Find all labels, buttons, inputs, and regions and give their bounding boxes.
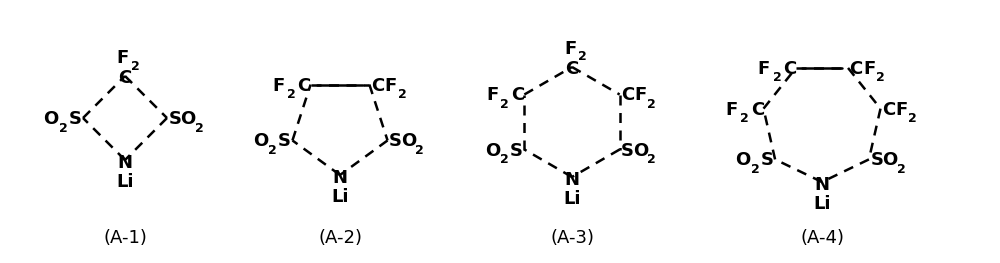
Text: F: F — [117, 49, 129, 67]
Text: 2: 2 — [268, 144, 277, 157]
Text: S: S — [389, 133, 402, 150]
Text: 2: 2 — [908, 112, 917, 125]
Text: F: F — [564, 40, 576, 58]
Text: O: O — [401, 133, 416, 150]
Text: N: N — [564, 171, 580, 189]
Text: F: F — [895, 101, 908, 119]
Text: 2: 2 — [500, 98, 509, 111]
Text: 2: 2 — [415, 144, 424, 157]
Text: 2: 2 — [740, 112, 749, 125]
Text: 2: 2 — [647, 153, 656, 166]
Text: F: F — [758, 60, 770, 78]
Text: 2: 2 — [500, 153, 509, 166]
Text: C: C — [751, 101, 764, 119]
Text: F: F — [725, 101, 738, 119]
Text: O: O — [633, 141, 648, 159]
Text: O: O — [485, 141, 500, 159]
Text: F: F — [486, 87, 498, 104]
Text: 2: 2 — [773, 72, 781, 84]
Text: N: N — [118, 154, 132, 172]
Text: C: C — [882, 101, 895, 119]
Text: 2: 2 — [876, 72, 884, 84]
Text: O: O — [180, 110, 196, 128]
Text: 2: 2 — [751, 163, 759, 176]
Text: O: O — [735, 151, 751, 169]
Text: (A-4): (A-4) — [800, 229, 844, 247]
Text: Li: Li — [813, 195, 831, 213]
Text: C: C — [621, 87, 634, 104]
Text: S: S — [510, 141, 523, 159]
Text: N: N — [332, 169, 348, 187]
Text: 2: 2 — [578, 50, 586, 63]
Text: 2: 2 — [287, 88, 296, 101]
Text: O: O — [253, 133, 268, 150]
Text: C: C — [297, 77, 310, 95]
Text: C: C — [783, 60, 797, 78]
Text: O: O — [882, 151, 898, 169]
Text: S: S — [870, 151, 883, 169]
Text: (A-1): (A-1) — [103, 229, 147, 247]
Text: C: C — [565, 60, 579, 78]
Text: S: S — [168, 110, 182, 128]
Text: O: O — [43, 110, 59, 128]
Text: S: S — [621, 141, 634, 159]
Text: Li: Li — [331, 188, 349, 206]
Text: Li: Li — [116, 173, 134, 191]
Text: F: F — [384, 77, 397, 95]
Text: 2: 2 — [647, 98, 656, 111]
Text: C: C — [371, 77, 384, 95]
Text: S: S — [278, 133, 291, 150]
Text: S: S — [68, 110, 82, 128]
Text: C: C — [511, 87, 524, 104]
Text: C: C — [118, 69, 132, 87]
Text: 2: 2 — [897, 163, 905, 176]
Text: (A-3): (A-3) — [550, 229, 594, 247]
Text: 2: 2 — [398, 88, 407, 101]
Text: 2: 2 — [131, 59, 139, 73]
Text: (A-2): (A-2) — [318, 229, 362, 247]
Text: F: F — [863, 60, 875, 78]
Text: F: F — [635, 87, 647, 104]
Text: N: N — [814, 176, 830, 194]
Text: 2: 2 — [59, 122, 67, 134]
Text: 2: 2 — [195, 122, 203, 134]
Text: F: F — [272, 77, 285, 95]
Text: Li: Li — [563, 190, 581, 208]
Text: C: C — [849, 60, 863, 78]
Text: S: S — [761, 151, 774, 169]
